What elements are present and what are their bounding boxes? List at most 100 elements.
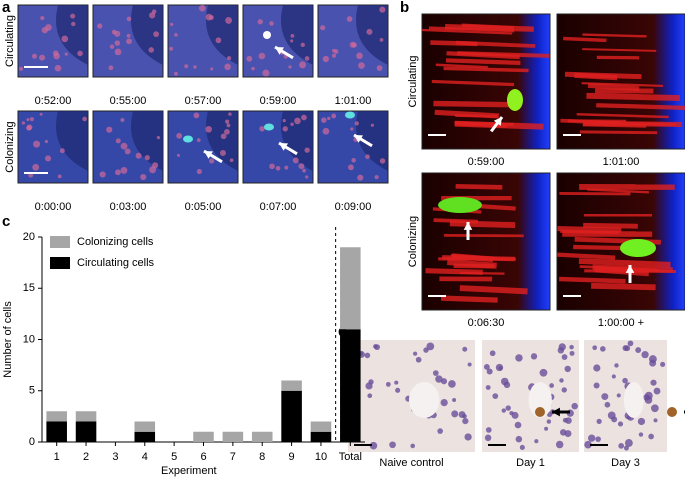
arrow-head bbox=[552, 407, 560, 417]
nucleus bbox=[440, 398, 448, 407]
nucleus bbox=[413, 351, 418, 356]
nucleus bbox=[501, 408, 506, 413]
cell-dot bbox=[77, 50, 83, 57]
nucleus bbox=[374, 344, 380, 351]
nucleus bbox=[369, 441, 378, 450]
cell-dot bbox=[196, 168, 202, 175]
nucleus bbox=[648, 433, 654, 440]
nucleus bbox=[587, 434, 596, 442]
cell-dot bbox=[300, 42, 305, 48]
nucleus bbox=[464, 433, 472, 441]
cell-dot bbox=[174, 33, 178, 37]
legend-label: Colonizing cells bbox=[77, 236, 154, 248]
nucleus bbox=[415, 356, 422, 363]
nucleus bbox=[624, 439, 633, 447]
cell-dot bbox=[290, 34, 295, 38]
nucleus bbox=[435, 375, 443, 383]
caption: Day 3 bbox=[611, 457, 640, 469]
nucleus bbox=[484, 434, 492, 442]
cell-dot bbox=[18, 66, 24, 71]
streak bbox=[431, 79, 515, 87]
cell-dot bbox=[304, 56, 310, 61]
tissue bbox=[131, 5, 163, 65]
nucleus bbox=[426, 342, 435, 351]
nucleus bbox=[562, 417, 568, 423]
nucleus bbox=[569, 350, 575, 356]
cell-dot bbox=[227, 56, 232, 61]
x-tick-label: 2 bbox=[83, 451, 89, 463]
cell-dot bbox=[144, 155, 150, 161]
nucleus bbox=[555, 440, 564, 449]
streak bbox=[430, 40, 478, 47]
cell bbox=[620, 239, 656, 257]
cell-dot bbox=[322, 55, 329, 63]
vessel bbox=[528, 382, 552, 418]
cell-dot bbox=[114, 48, 122, 56]
bar-segment bbox=[193, 431, 214, 442]
cell-dot bbox=[224, 128, 230, 135]
cell bbox=[183, 135, 193, 143]
x-tick-label: 5 bbox=[171, 451, 177, 463]
streak bbox=[425, 268, 483, 275]
cell-dot bbox=[169, 46, 174, 51]
streak bbox=[422, 28, 513, 35]
cell-dot bbox=[45, 24, 52, 31]
nucleus bbox=[660, 361, 666, 367]
nucleus bbox=[546, 419, 552, 424]
tissue bbox=[56, 111, 88, 171]
y-axis-label: Number of cells bbox=[2, 301, 14, 378]
cell-dot bbox=[358, 62, 365, 69]
bar-segment bbox=[75, 421, 97, 442]
nucleus bbox=[549, 383, 555, 388]
row-label: Circulating bbox=[407, 56, 419, 108]
cell-dot bbox=[193, 112, 200, 119]
nucleus bbox=[514, 421, 522, 429]
cell-dot bbox=[331, 113, 337, 119]
nucleus bbox=[544, 426, 549, 431]
cell-dot bbox=[257, 19, 263, 25]
streak bbox=[557, 252, 616, 260]
nucleus bbox=[593, 364, 601, 372]
streak bbox=[559, 276, 626, 284]
tissue bbox=[356, 5, 388, 65]
streak bbox=[587, 188, 650, 194]
cell-dot bbox=[21, 121, 26, 125]
nucleus bbox=[627, 340, 634, 347]
cell-dot bbox=[269, 21, 274, 26]
streak bbox=[582, 48, 657, 52]
cell-dot bbox=[114, 30, 121, 37]
nucleus bbox=[451, 410, 459, 418]
cell-dot bbox=[220, 133, 227, 140]
cell-dot bbox=[108, 65, 114, 71]
timestamp: 1:01:00 bbox=[603, 156, 640, 168]
cell-dot bbox=[258, 52, 266, 60]
cell-dot bbox=[322, 127, 330, 135]
panel-label: b bbox=[400, 0, 409, 16]
streak bbox=[454, 121, 508, 128]
cell-dot bbox=[149, 12, 156, 19]
timestamp: 0:59:00 bbox=[260, 95, 297, 107]
streak bbox=[581, 82, 664, 88]
nucleus bbox=[617, 421, 624, 427]
cell-dot bbox=[290, 39, 294, 43]
streak bbox=[596, 103, 685, 111]
streak bbox=[579, 130, 658, 135]
y-tick-label: 15 bbox=[23, 282, 35, 294]
nucleus bbox=[495, 363, 504, 372]
cell-dot bbox=[176, 153, 181, 157]
cell-dot bbox=[170, 22, 174, 27]
timestamp: 0:52:00 bbox=[35, 95, 72, 107]
streak bbox=[586, 92, 680, 102]
x-tick-label: 1 bbox=[54, 451, 60, 463]
bar-segment bbox=[134, 431, 156, 442]
panel-label: a bbox=[2, 0, 11, 16]
nucleus bbox=[616, 393, 621, 398]
cell-dot bbox=[176, 132, 183, 139]
nucleus bbox=[653, 387, 661, 395]
timestamp: 0:09:00 bbox=[335, 201, 372, 213]
nucleus bbox=[395, 387, 401, 393]
streak bbox=[433, 100, 517, 108]
cell-dot bbox=[379, 6, 386, 13]
streak bbox=[594, 266, 649, 277]
bar-segment bbox=[251, 431, 273, 442]
